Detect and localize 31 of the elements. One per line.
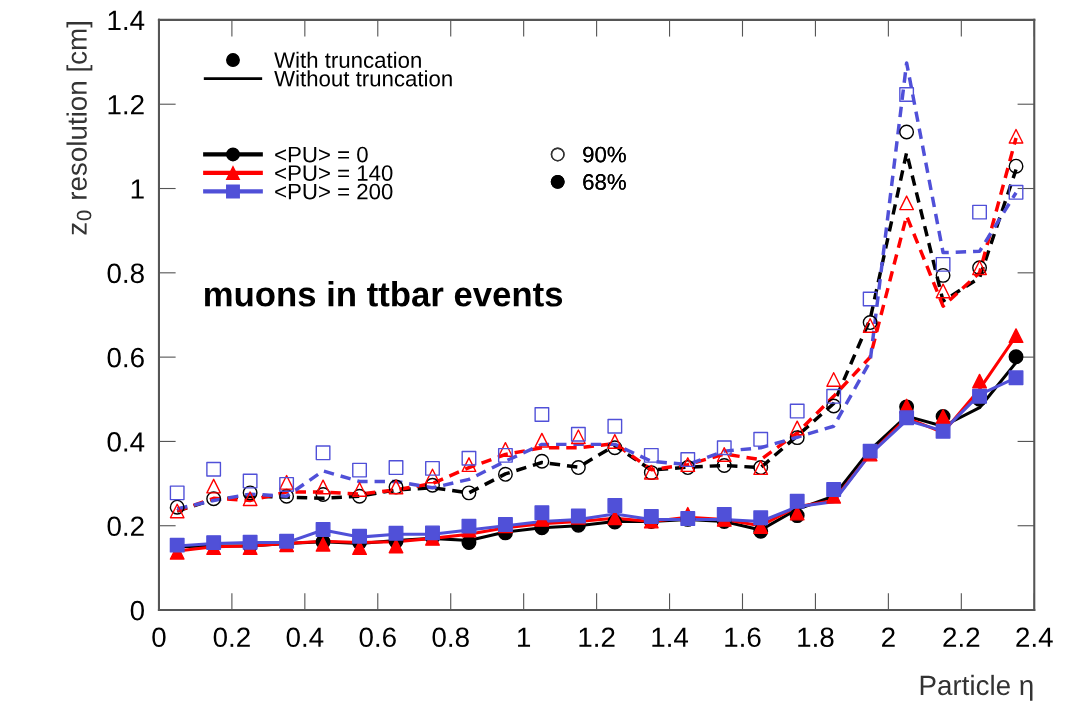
annotation: 68% bbox=[583, 174, 626, 190]
x-tick-label: 1.8 bbox=[798, 627, 834, 648]
x-tick-label: 0.8 bbox=[432, 627, 469, 648]
x-tick-label: 0.2 bbox=[213, 627, 250, 648]
x-tick-label: 2.2 bbox=[943, 627, 980, 647]
x-tick-label: 1.2 bbox=[579, 627, 615, 647]
y-tick-label: 0 bbox=[130, 600, 144, 621]
y-axis-title: z$_{0}$ resolution [cm] bbox=[66, 22, 93, 235]
x-tick-label: 2 bbox=[882, 627, 895, 647]
y-tick-label: 0.8 bbox=[107, 263, 144, 284]
y-tick-label: 1 bbox=[131, 179, 144, 199]
legend-label: <PU> = 140 bbox=[275, 165, 393, 181]
annotation: Without truncation bbox=[274, 70, 452, 87]
x-tick-label: 0 bbox=[152, 627, 166, 648]
x-tick-label: 1.6 bbox=[725, 627, 761, 648]
legend-label: <PU> = 200 bbox=[275, 183, 393, 200]
x-tick-label: 0.6 bbox=[359, 627, 396, 648]
annotation: 90% bbox=[583, 146, 626, 163]
x-tick-label: 0.4 bbox=[286, 627, 324, 648]
y-tick-label: 1.2 bbox=[108, 94, 144, 115]
y-tick-label: 0.4 bbox=[107, 432, 145, 452]
x-tick-label: 1.4 bbox=[652, 627, 689, 647]
y-tick-label: 0.6 bbox=[107, 347, 144, 368]
x-axis-title: Particle η bbox=[920, 674, 1033, 701]
legend-label: <PU> = 0 bbox=[275, 146, 368, 163]
x-tick-label: 1 bbox=[518, 627, 531, 647]
annotation: muons in ttbar events bbox=[205, 281, 563, 307]
x-tick-label: 2.4 bbox=[1016, 627, 1053, 647]
annotation: With truncation bbox=[274, 51, 421, 69]
y-tick-label: 1.4 bbox=[108, 10, 145, 30]
y-tick-label: 0.2 bbox=[107, 516, 144, 537]
